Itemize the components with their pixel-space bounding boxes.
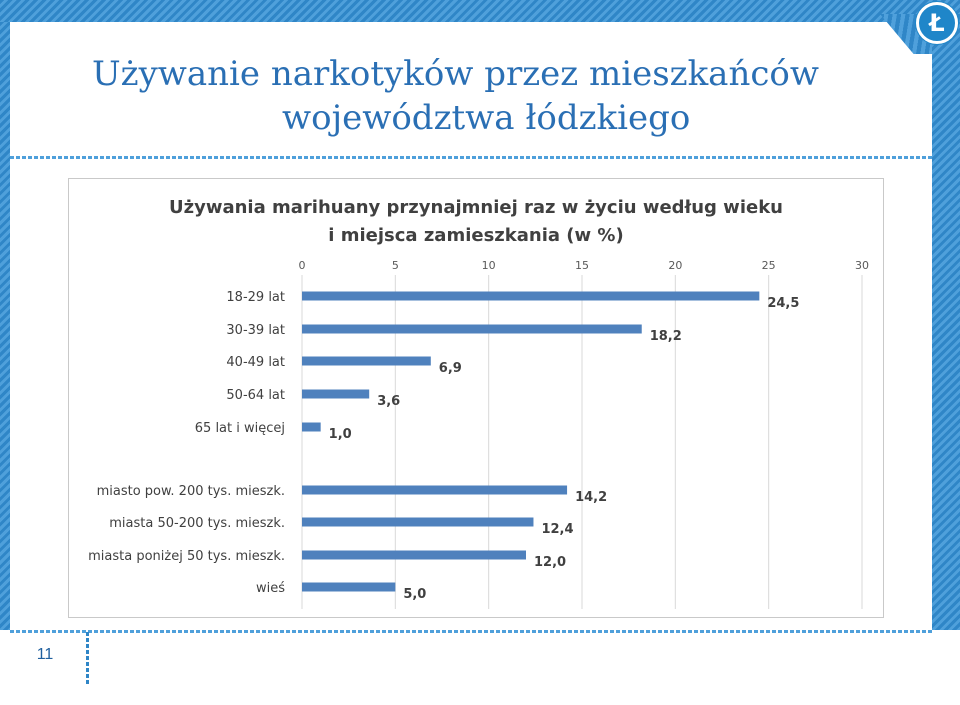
data-label: 14,2 — [575, 490, 607, 505]
data-label: 6,9 — [439, 361, 462, 376]
data-label: 3,6 — [377, 394, 400, 409]
category-label: miasta poniżej 50 tys. mieszk. — [88, 549, 285, 564]
bar — [302, 485, 568, 495]
category-label: wieś — [256, 581, 285, 596]
data-label: 24,5 — [767, 296, 799, 311]
data-label: 1,0 — [329, 427, 352, 442]
title-divider — [10, 156, 932, 159]
bar — [302, 389, 370, 399]
category-label: 18-29 lat — [226, 290, 285, 305]
slide-title-line-2: województwa łódzkiego — [282, 98, 691, 138]
x-tick-label: 25 — [762, 259, 776, 272]
category-label: 65 lat i więcej — [195, 421, 285, 436]
category-label: miasto pow. 200 tys. mieszk. — [97, 484, 285, 499]
x-tick-label: 0 — [299, 259, 306, 272]
data-label: 18,2 — [650, 329, 682, 344]
page-number: 11 — [36, 646, 54, 663]
bar — [302, 291, 760, 301]
slide-title-line-1: Używanie narkotyków przez mieszkańców — [92, 54, 819, 94]
chart-title-line-1: Używania marihuany przynajmniej raz w ży… — [169, 197, 783, 218]
x-tick-label: 10 — [482, 259, 496, 272]
lodz-logo-icon: Ł — [916, 2, 958, 44]
bar — [302, 324, 642, 334]
category-label: 50-64 lat — [226, 388, 285, 403]
bar-chart: Używania marihuany przynajmniej raz w ży… — [88, 197, 869, 609]
right-decoration-strip — [932, 22, 960, 705]
x-tick-label: 20 — [668, 259, 682, 272]
data-label: 12,4 — [541, 522, 573, 537]
category-label: 30-39 lat — [226, 323, 285, 338]
footer — [0, 630, 960, 705]
slide-title: Używanie narkotyków przez mieszkańców wo… — [92, 52, 912, 140]
bar — [302, 550, 526, 560]
page-number-divider — [86, 632, 89, 684]
bar — [302, 517, 534, 527]
footer-divider — [10, 630, 932, 633]
data-label: 5,0 — [403, 587, 426, 602]
data-label: 12,0 — [534, 555, 566, 570]
x-tick-label: 15 — [575, 259, 589, 272]
x-tick-label: 5 — [392, 259, 399, 272]
bar — [302, 422, 321, 432]
category-label: 40-49 lat — [226, 355, 285, 370]
x-tick-label: 30 — [855, 259, 869, 272]
bar — [302, 582, 396, 592]
left-decoration-strip — [0, 22, 10, 705]
chart-title-line-2: i miejsca zamieszkania (w %) — [328, 225, 623, 246]
chart-container: Używania marihuany przynajmniej raz w ży… — [68, 178, 884, 618]
bar — [302, 356, 431, 366]
category-label: miasta 50-200 tys. mieszk. — [109, 516, 285, 531]
